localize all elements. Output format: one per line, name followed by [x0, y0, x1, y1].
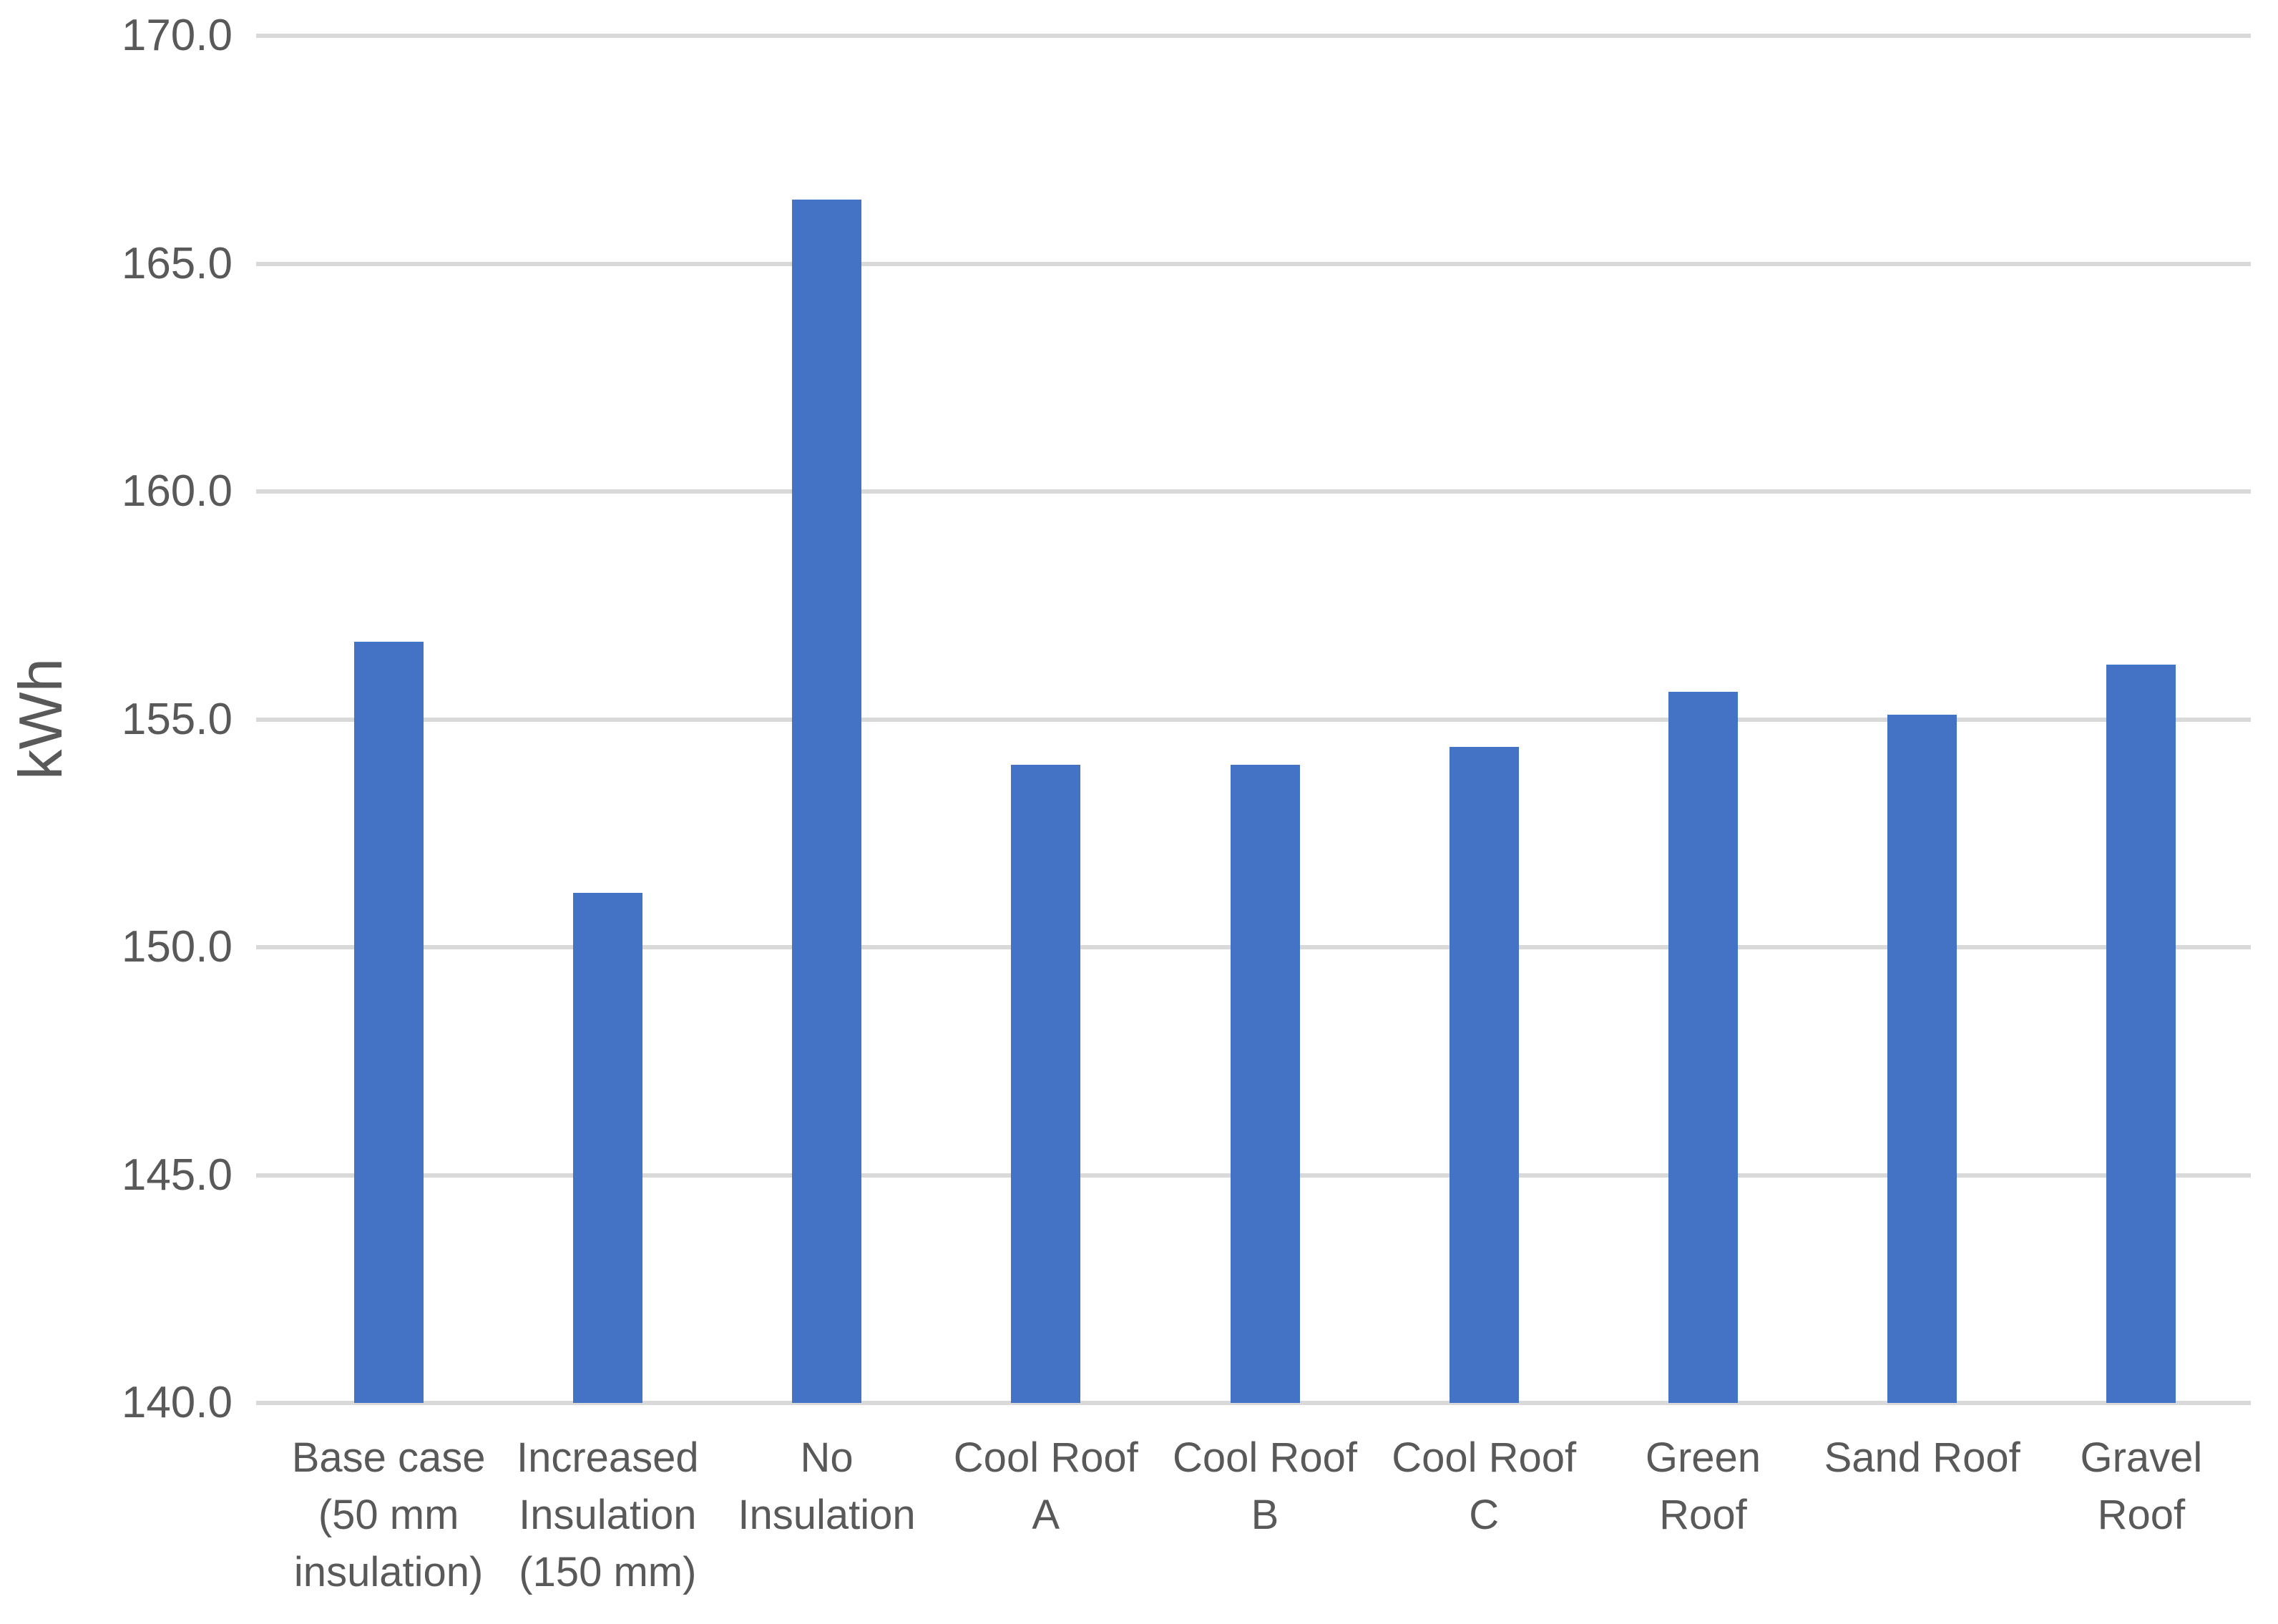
- y-axis-tick-mark: [256, 261, 280, 266]
- x-category-label-cool-roof-a: Cool Roof A: [953, 1434, 1138, 1538]
- gridline: [279, 717, 2251, 722]
- x-category-label-gravel-roof: Gravel Roof: [2080, 1434, 2203, 1538]
- bar-gravel-roof: [2106, 665, 2176, 1403]
- x-category-label-increased-insulation-150-mm: Increased Insulation (150 mm): [516, 1434, 699, 1595]
- y-axis-tick-label: 140.0: [121, 1378, 233, 1427]
- y-axis-tick-label: 150.0: [121, 922, 233, 972]
- x-category-label-cool-roof-c: Cool Roof C: [1392, 1434, 1577, 1538]
- y-axis-tick-label: 155.0: [121, 694, 233, 744]
- x-category-label-sand-roof: Sand Roof: [1824, 1434, 2020, 1481]
- y-axis-tick-label: 165.0: [121, 238, 233, 288]
- gridline: [279, 261, 2251, 266]
- bar-cool-roof-b: [1230, 765, 1300, 1403]
- x-category-label-no-insulation: No Insulation: [738, 1434, 916, 1538]
- bar-base-case-50-mm-insulation: [353, 642, 424, 1403]
- y-axis-tick-mark: [256, 1401, 280, 1405]
- y-axis-tick-label: 170.0: [121, 11, 233, 60]
- y-axis-tick-label: 145.0: [121, 1150, 233, 1200]
- bar-green-roof: [1668, 692, 1738, 1403]
- x-category-label-cool-roof-b: Cool Roof B: [1173, 1434, 1357, 1538]
- y-axis-tick-mark: [256, 1173, 280, 1178]
- gridline: [279, 34, 2251, 38]
- x-axis-line: [279, 1401, 2251, 1405]
- y-axis-tick-mark: [256, 945, 280, 949]
- x-category-label-base-case-50-mm-insulation: Base case (50 mm insulation): [291, 1434, 486, 1595]
- bar-sand-roof: [1887, 715, 1957, 1403]
- y-axis-tick-mark: [256, 489, 280, 494]
- y-axis-tick-mark: [256, 34, 280, 38]
- bar-cool-roof-c: [1449, 746, 1519, 1403]
- gridline: [279, 489, 2251, 494]
- x-category-label-green-roof: Green Roof: [1645, 1434, 1761, 1538]
- bar-no-insulation: [792, 200, 862, 1403]
- y-axis-tick-mark: [256, 717, 280, 722]
- bar-cool-roof-a: [1011, 765, 1081, 1403]
- bar-increased-insulation-150-mm: [572, 892, 642, 1403]
- y-axis-tick-label: 160.0: [121, 466, 233, 516]
